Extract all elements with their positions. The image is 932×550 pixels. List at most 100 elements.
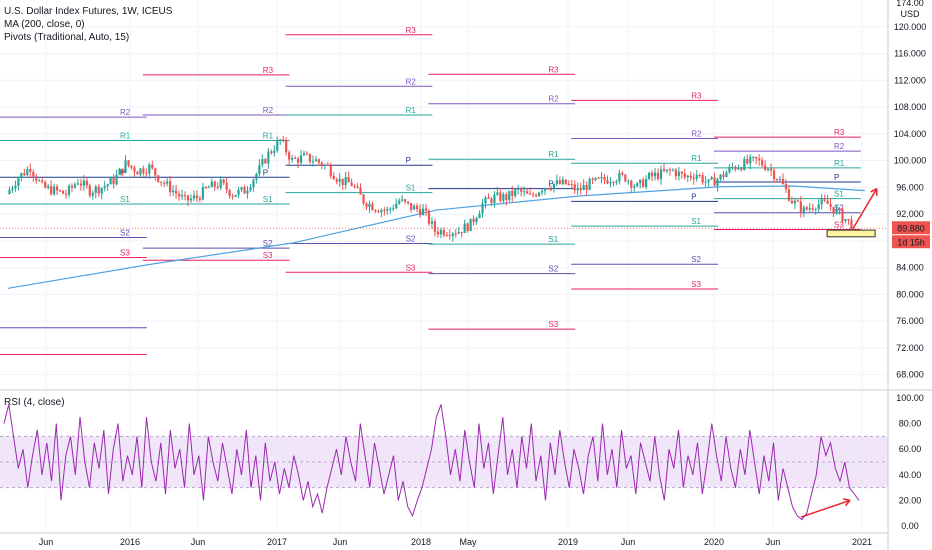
candle-body — [820, 199, 823, 205]
candle-body — [722, 174, 725, 178]
price-arrow-line — [852, 188, 878, 230]
candle-body — [656, 172, 660, 180]
price-tick-label: 104.000 — [894, 129, 927, 139]
time-tick-label: 2020 — [704, 537, 724, 547]
candle-body — [698, 174, 701, 176]
candle-body — [418, 209, 422, 216]
candle-body — [805, 207, 808, 210]
candle-body — [790, 200, 794, 204]
candle-body — [451, 233, 454, 237]
symbol-title[interactable]: U.S. Dollar Index Futures, 1W, ICEUS — [4, 6, 173, 17]
pivot-label-r1: R1 — [548, 150, 559, 159]
candle-body — [526, 191, 529, 194]
price-tick-label: 80.000 — [896, 289, 924, 299]
candle-body — [787, 189, 791, 201]
candle-body — [540, 190, 544, 193]
candle-body — [433, 221, 437, 232]
pivot-label-r3: R3 — [834, 128, 845, 137]
candle-body — [695, 174, 698, 180]
candle-body — [389, 208, 392, 210]
candle-body — [499, 192, 502, 201]
candle-body — [115, 174, 118, 185]
candle-body — [210, 181, 213, 188]
candle-body — [374, 210, 377, 212]
candle-body — [758, 158, 761, 161]
pivot-label-r2: R2 — [406, 77, 417, 86]
candle-body — [112, 178, 115, 185]
price-tick-label: 120.000 — [894, 22, 927, 32]
candle-body — [591, 178, 594, 181]
ma-legend[interactable]: MA (200, close, 0) — [4, 19, 85, 30]
time-tick-label: Jun — [39, 537, 54, 547]
candle-body — [157, 175, 160, 182]
rsi-legend[interactable]: RSI (4, close) — [4, 397, 65, 408]
candle-body — [793, 200, 796, 204]
candle-body — [415, 205, 419, 210]
price-tick-label: 76.000 — [896, 316, 924, 326]
candle-body — [832, 206, 835, 214]
candle-body — [288, 152, 291, 160]
rsi-pane — [0, 404, 888, 521]
candle-body — [648, 172, 651, 179]
pivot-label-r2: R2 — [691, 129, 702, 138]
candle-body — [222, 179, 225, 183]
candle-body — [311, 161, 315, 163]
candle-body — [195, 195, 199, 198]
candle-body — [841, 209, 844, 222]
candle-body — [356, 186, 359, 188]
candle-body — [704, 181, 707, 183]
candle-body — [17, 178, 20, 186]
candle-body — [276, 140, 279, 151]
candle-body — [775, 179, 779, 181]
candle-body — [323, 164, 326, 166]
candle-body — [764, 165, 767, 170]
pivot-label-s2: S2 — [263, 239, 273, 248]
pivot-label-s2: S2 — [548, 265, 558, 274]
candle-body — [523, 191, 526, 193]
candle-body — [662, 169, 666, 172]
candle-body — [686, 175, 689, 178]
candle-body — [258, 164, 261, 175]
pivot-label-s3: S3 — [548, 320, 558, 329]
pivot-label-r2: R2 — [834, 142, 845, 151]
candle-body — [543, 188, 547, 191]
candle-body — [267, 151, 270, 164]
candle-body — [124, 160, 127, 173]
candle-body — [725, 172, 728, 178]
candle-body — [659, 169, 663, 180]
candle-body — [478, 213, 481, 219]
candle-body — [377, 211, 380, 213]
time-tick-label: 2021 — [852, 537, 872, 547]
candle-body — [177, 193, 181, 197]
candle-body — [401, 199, 404, 201]
candle-body — [594, 177, 597, 181]
candle-body — [189, 198, 193, 201]
candle-body — [490, 198, 493, 203]
candle-body — [228, 189, 231, 196]
candle-body — [710, 177, 713, 180]
pivots-legend[interactable]: Pivots (Traditional, Auto, 15) — [4, 32, 130, 43]
currency-label: USD — [900, 9, 920, 19]
candle-body — [76, 183, 80, 185]
price-tick-label: 100.000 — [894, 156, 927, 166]
pivot-label-p: P — [548, 180, 553, 189]
candle-body — [207, 187, 210, 189]
candle-body — [61, 190, 65, 194]
candle-body — [293, 157, 297, 159]
candle-body — [174, 190, 178, 194]
candle-body — [627, 180, 630, 182]
candle-body — [835, 208, 838, 214]
candle-body — [636, 183, 639, 187]
candle-body — [91, 192, 94, 196]
candle-body — [719, 174, 722, 180]
candle-body — [261, 159, 264, 165]
candle-body — [680, 171, 683, 174]
candle-body — [802, 207, 805, 213]
candle-body — [383, 209, 386, 211]
candle-body — [23, 173, 26, 176]
rsi-tick-label: 40.00 — [899, 470, 922, 480]
pivot-label-s1: S1 — [406, 184, 416, 193]
countdown-text: 1d 15h — [897, 237, 925, 247]
